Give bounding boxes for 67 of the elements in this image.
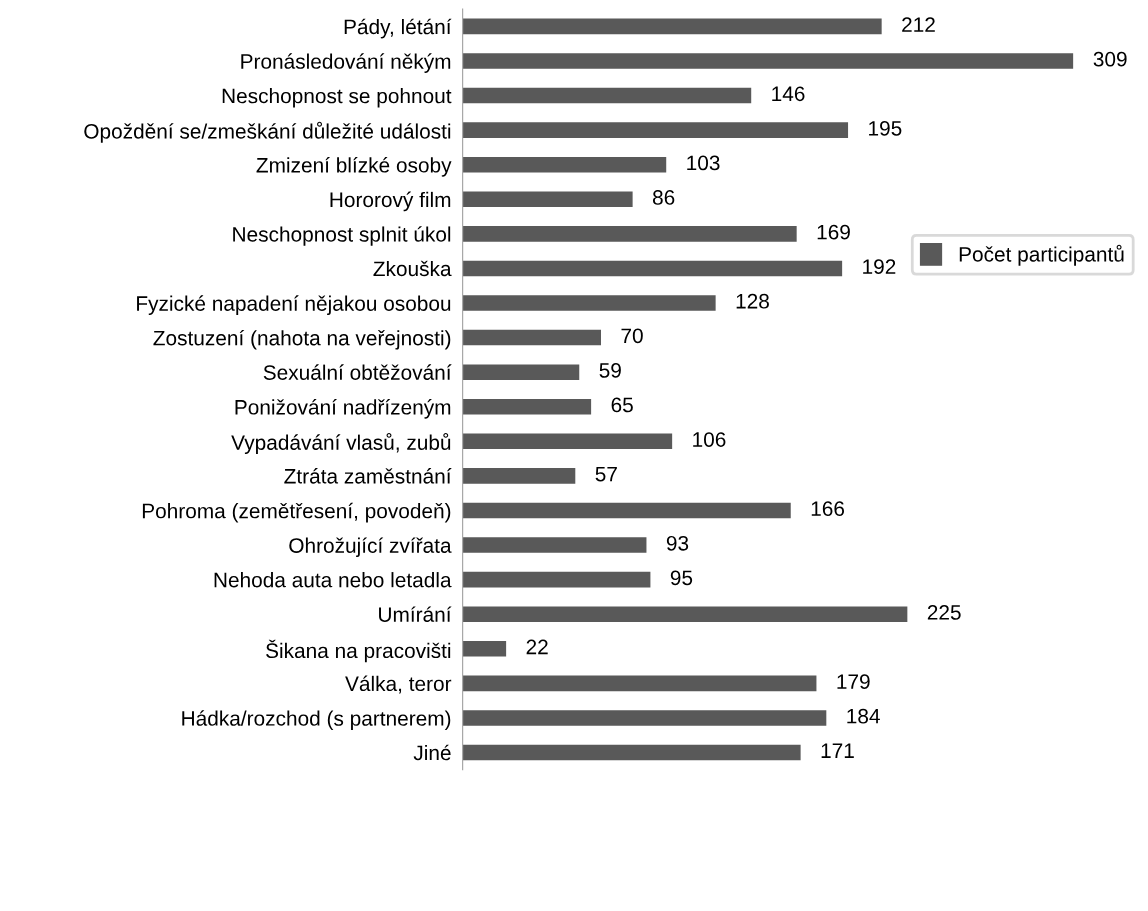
data-label: 93	[666, 535, 689, 551]
data-label: 146	[772, 86, 805, 102]
bar	[462, 502, 791, 519]
data-label: 184	[847, 708, 880, 724]
y-tick-label: Hádka/rozchod (s partnerem)	[182, 710, 451, 730]
y-tick-label: Zmizení blízké osoby	[256, 157, 452, 177]
y-tick-label: Pády, létání	[344, 18, 452, 39]
bar	[462, 156, 667, 173]
bar	[462, 606, 908, 622]
data-label: 179	[837, 674, 870, 689]
data-label: 95	[670, 570, 693, 586]
data-label: 59	[599, 363, 621, 378]
data-label: 192	[863, 259, 896, 275]
bar	[462, 295, 716, 311]
y-tick-label: Sexuální obtěžování	[263, 364, 452, 380]
bar	[462, 571, 651, 588]
y-tick-label: Pohroma (zemětřesení, povodeň)	[142, 502, 451, 523]
bar	[462, 226, 797, 242]
data-label: 225	[927, 605, 961, 620]
data-label: 195	[869, 120, 902, 136]
y-tick-label: Neschopnost se pohnout	[222, 88, 452, 108]
bar	[462, 364, 580, 380]
y-tick-label: Zkouška	[373, 260, 452, 277]
bar	[462, 18, 882, 35]
data-label: 309	[1093, 51, 1127, 67]
y-tick-label: Ohrožující zvířata	[289, 537, 452, 558]
bar	[462, 87, 752, 104]
bar	[462, 398, 592, 415]
y-tick-label: Ztráta zaměstnání	[284, 468, 452, 484]
y-tick-label: Neschopnost splnit úkol	[233, 226, 451, 246]
bar	[462, 641, 507, 657]
bar	[462, 468, 576, 484]
bar	[462, 710, 827, 726]
y-tick-label: Umírání	[379, 606, 452, 622]
data-label: 70	[621, 328, 643, 344]
data-label: 22	[526, 639, 548, 655]
data-label: 171	[821, 743, 854, 758]
bar	[462, 260, 843, 277]
y-tick-label: Vypadávání vlasů, zubů	[231, 432, 451, 455]
y-tick-label: Jiné	[413, 744, 451, 761]
data-label: 65	[611, 397, 633, 413]
data-label: 128	[736, 293, 769, 309]
data-label: 212	[902, 17, 935, 32]
bar	[462, 329, 601, 346]
data-label: 106	[693, 432, 726, 447]
data-label: 86	[652, 190, 675, 205]
y-tick-label: Šikana na pracovišti	[266, 639, 451, 663]
bar	[462, 537, 647, 553]
y-tick-label: Nehoda auta nebo letadla	[214, 572, 452, 588]
y-tick-label: Zostuzení (nahota na veřejnosti)	[153, 329, 451, 350]
bar	[462, 744, 801, 761]
data-label: 166	[811, 501, 845, 517]
bar	[462, 122, 849, 138]
legend-label: Počet participantů	[959, 244, 1124, 266]
bar	[462, 191, 633, 208]
bar	[462, 53, 1074, 69]
bar	[462, 675, 817, 692]
y-tick-label: Opoždění se/zmeškání důležité události	[84, 121, 451, 143]
bar	[462, 433, 673, 450]
data-label: 103	[687, 155, 720, 171]
y-tick-label: Válka, teror	[345, 675, 452, 694]
y-tick-label: Fyzické napadení nějakou osobou	[137, 295, 451, 315]
y-tick-label: Pronásledování někým	[241, 53, 451, 73]
data-label: 169	[817, 224, 850, 240]
y-tick-label: Ponižování nadřízeným	[235, 399, 451, 419]
y-tick-label: Hororový film	[330, 191, 451, 212]
data-label: 57	[595, 466, 617, 482]
